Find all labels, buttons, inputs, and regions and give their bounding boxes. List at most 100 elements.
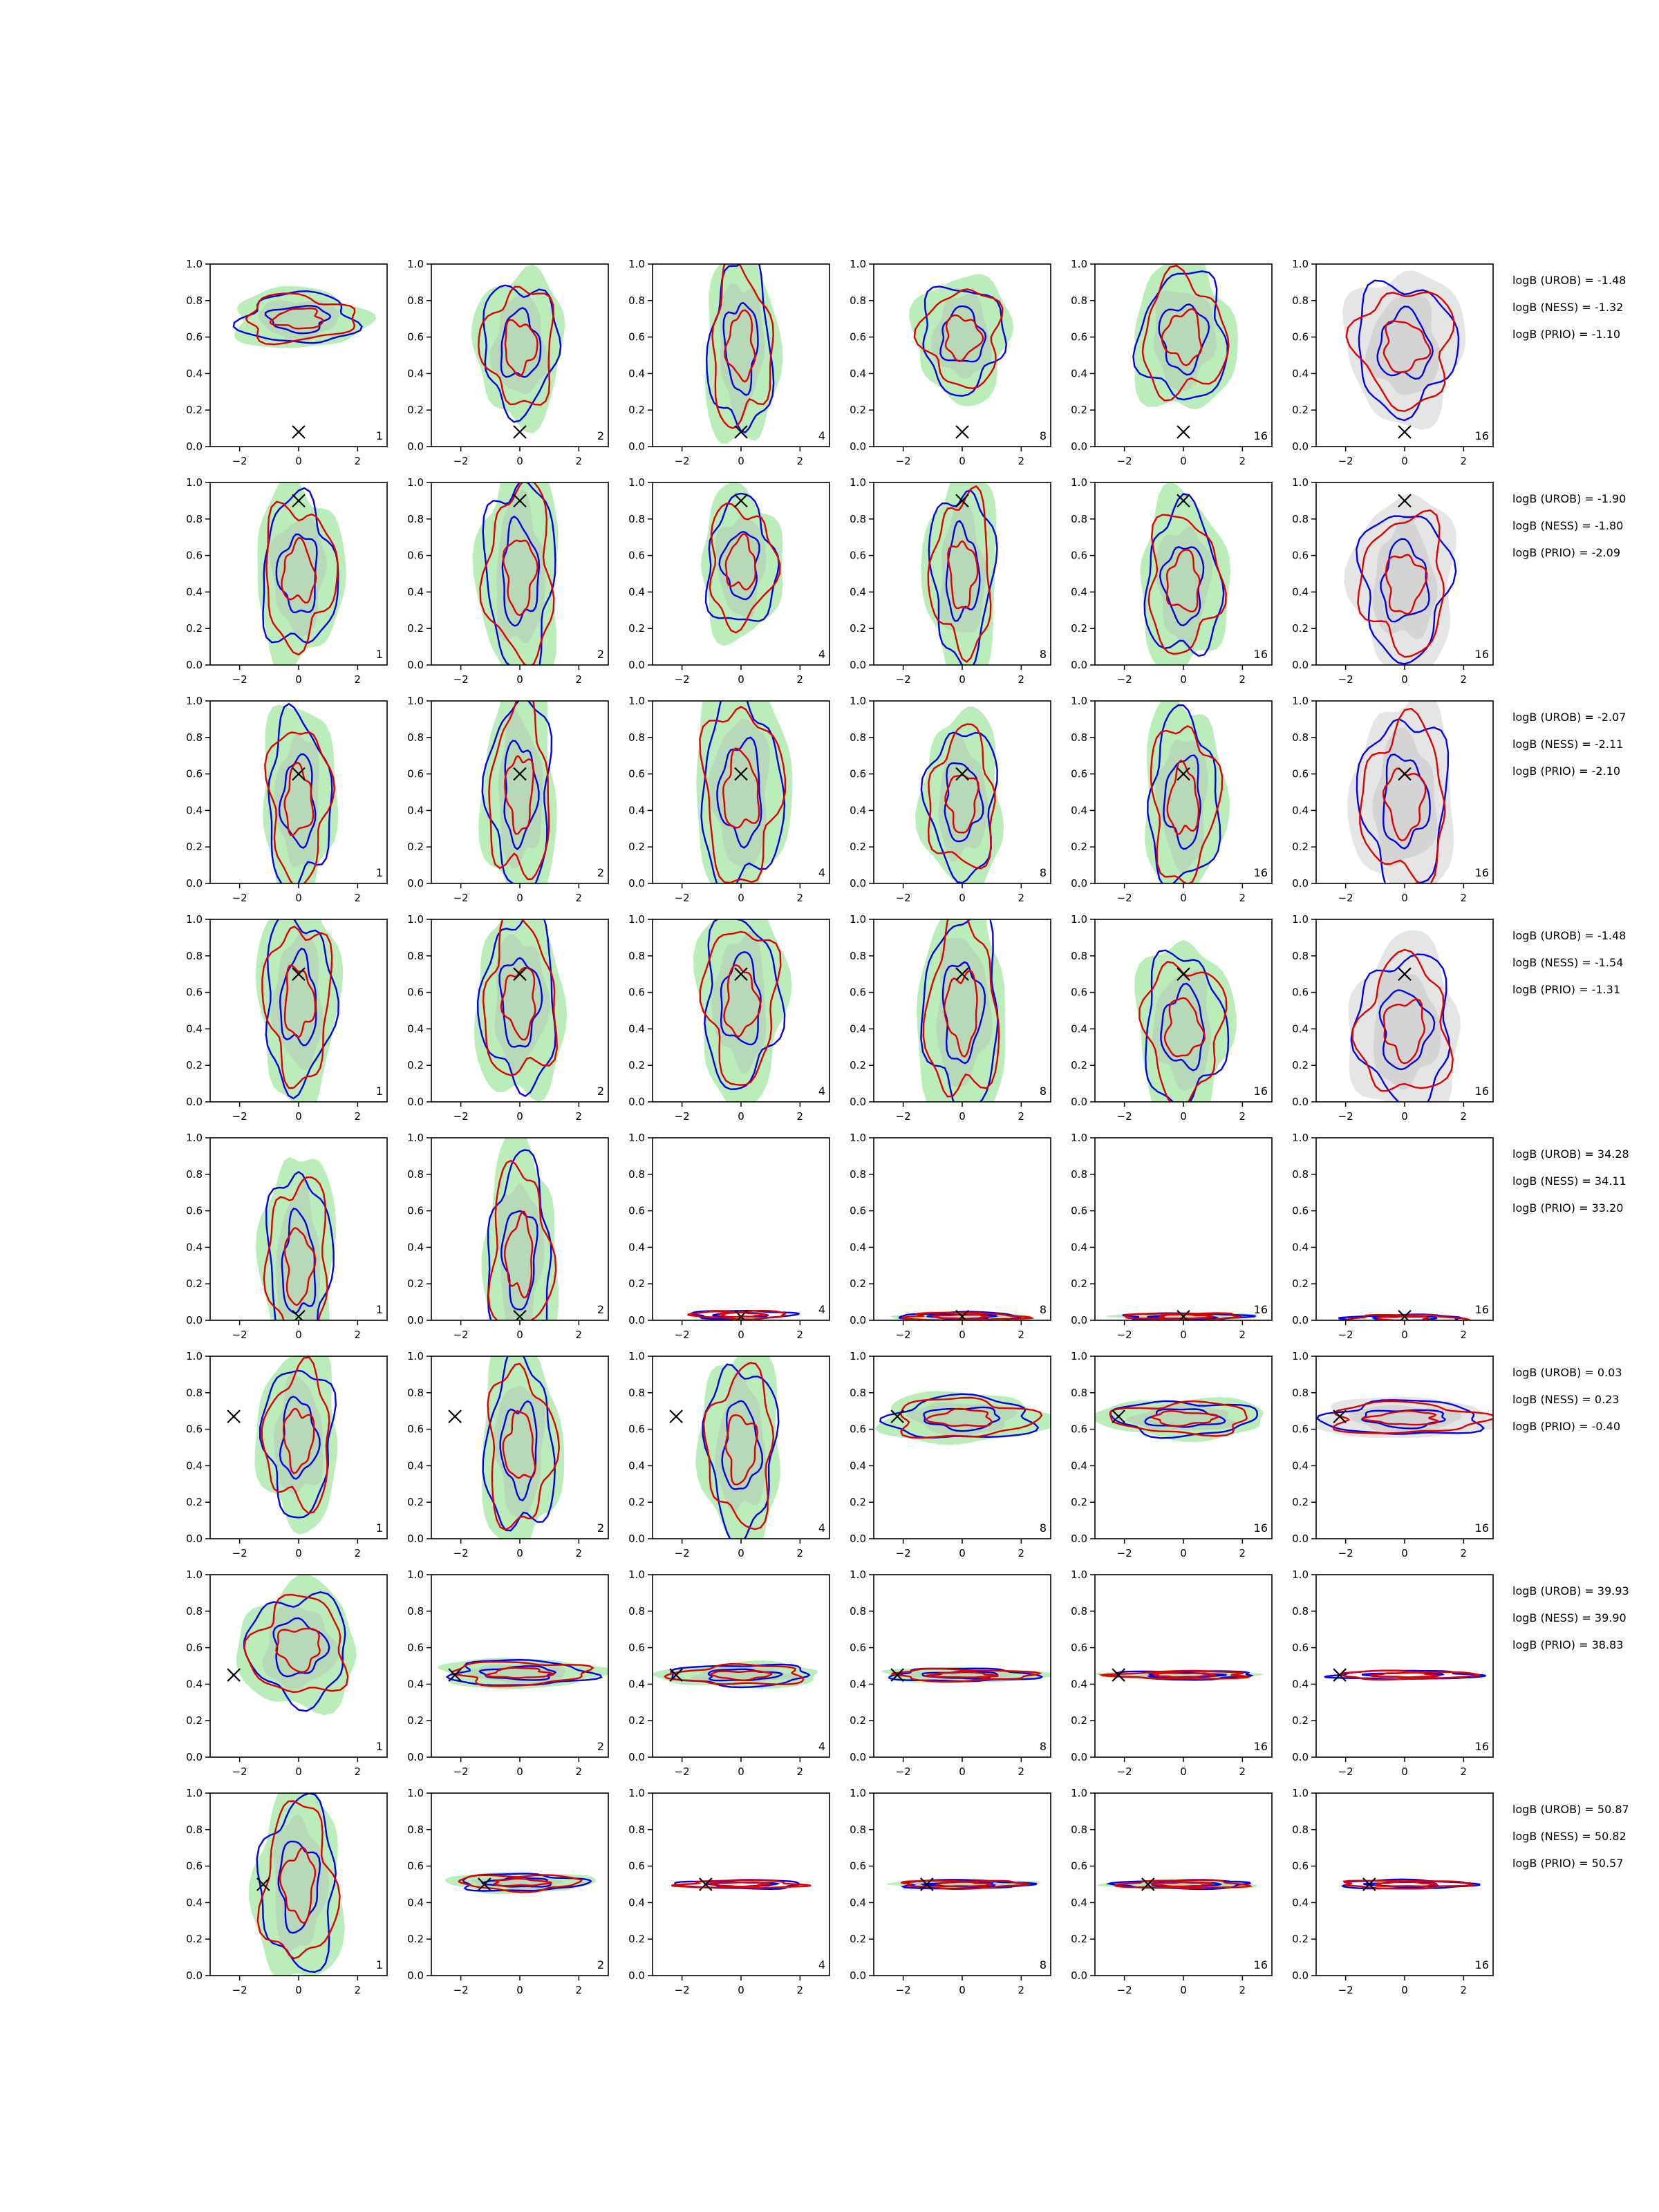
red-contour-outer [913, 288, 1004, 390]
red-contour-inner [1361, 1409, 1439, 1426]
x-tick-label: −2 [1338, 1984, 1353, 1996]
y-tick-label: 0.8 [850, 950, 866, 962]
y-tick-label: 0.2 [407, 841, 424, 853]
x-tick-label: 0 [295, 673, 302, 686]
logb-annotation: logB (PRIO) = -1.31 [1512, 983, 1620, 996]
x-tick-label: −2 [453, 1984, 469, 1996]
blue-contour-inner [499, 1400, 538, 1502]
y-tick-label: 0.4 [850, 1459, 866, 1472]
red-contour-inner [723, 964, 762, 1038]
panel-contours [696, 701, 793, 883]
x-tick-label: 0 [516, 1547, 523, 1559]
blue-contour-inner [945, 520, 981, 622]
red-contour-inner [500, 966, 536, 1041]
y-tick-label: 0.8 [186, 1605, 203, 1618]
y-tick-label: 0.2 [186, 622, 203, 635]
red-contour-inner [1385, 554, 1428, 615]
axes-frame [1315, 1137, 1494, 1321]
truth-marker [1398, 494, 1412, 508]
red-contour-outer [1109, 1400, 1248, 1437]
blue-contour-outer [899, 1311, 1022, 1320]
panel-corner-label: 16 [1475, 1303, 1489, 1316]
panel-contours [481, 1138, 559, 1320]
y-tick-label: 0.0 [186, 659, 203, 671]
truth-marker [292, 767, 306, 781]
red-contour-inner [709, 1670, 773, 1681]
x-tick-label: 2 [1239, 1547, 1246, 1559]
y-tick-label: 0.2 [1292, 622, 1309, 635]
truth-marker [513, 494, 527, 508]
y-tick-label: 0.2 [1292, 841, 1309, 853]
y-tick-label: 0.6 [850, 1642, 866, 1654]
y-tick-label: 0.8 [1292, 950, 1309, 962]
y-tick-label: 0.8 [186, 513, 203, 525]
y-tick-label: 0.2 [1292, 1277, 1309, 1290]
panel-contours [1347, 701, 1454, 883]
panel-contours [1324, 1668, 1486, 1682]
panel-contours [1342, 270, 1466, 439]
blue-contour-inner [721, 1400, 764, 1490]
red-contour-inner [1159, 1313, 1215, 1320]
x-tick-label: 0 [1401, 1984, 1408, 1996]
y-tick-label: 0.8 [407, 731, 424, 744]
y-tick-label: 0.4 [1071, 804, 1087, 816]
filled-contour-outer [1342, 270, 1466, 430]
panel-corner-label: 2 [597, 648, 604, 661]
panel-corner-label: 8 [1040, 648, 1047, 661]
panel-r2-c3: 0.0 0.2 0.4 0.6 0.8 1.0 −2 0 2 4 [628, 476, 830, 686]
y-tick-label: 0.2 [628, 1059, 645, 1071]
filled-contour-outer [471, 264, 565, 433]
panel-corner-label: 1 [376, 1740, 383, 1753]
y-tick-label: 0.4 [407, 1459, 424, 1472]
filled-contour-outer [693, 919, 792, 1102]
y-tick-label: 0.2 [407, 1933, 424, 1945]
y-tick-label: 0.0 [628, 1096, 645, 1108]
truth-marker [1177, 1309, 1190, 1320]
x-tick-label: 0 [738, 1547, 744, 1559]
x-tick-label: 0 [738, 1329, 744, 1341]
y-tick-label: 0.6 [628, 331, 645, 344]
panel-r8-c3: 0.0 0.2 0.4 0.6 0.8 1.0 −2 0 2 4 [628, 1787, 830, 1996]
panel-r5-c1: 0.0 0.2 0.4 0.6 0.8 1.0 −2 0 2 1 [186, 1132, 388, 1341]
red-contour-inner [269, 307, 324, 330]
panel-contours [255, 919, 344, 1102]
red-contour-inner [1150, 1881, 1213, 1888]
x-tick-label: 0 [738, 1984, 744, 1996]
y-tick-label: 0.8 [850, 294, 866, 307]
y-tick-label: 0.0 [628, 877, 645, 890]
y-tick-label: 0.8 [628, 513, 645, 525]
y-tick-label: 0.2 [850, 1277, 866, 1290]
panel-r8-c4: 0.0 0.2 0.4 0.6 0.8 1.0 −2 0 2 8 [850, 1787, 1051, 1996]
red-contour-outer [927, 485, 992, 664]
blue-contour-outer [482, 482, 556, 665]
red-contour-outer [1147, 514, 1227, 655]
red-contour-inner [502, 1410, 536, 1479]
panel-corner-label: 1 [376, 429, 383, 442]
filled-contour-inner [936, 937, 993, 1087]
red-contour-outer [482, 919, 559, 1076]
y-tick-label: 0.0 [628, 1533, 645, 1545]
red-contour-inner [923, 1671, 999, 1678]
red-contour-inner [930, 1313, 991, 1320]
y-tick-label: 0.6 [407, 768, 424, 780]
x-tick-label: 2 [355, 1329, 362, 1341]
y-tick-label: 0.6 [1071, 331, 1087, 344]
y-tick-label: 0.8 [1071, 1387, 1087, 1399]
logb-annotation: logB (PRIO) = -0.40 [1512, 1420, 1620, 1433]
x-tick-label: 0 [1180, 892, 1187, 904]
y-tick-label: 1.0 [1071, 1350, 1087, 1362]
x-tick-label: −2 [675, 1547, 690, 1559]
x-tick-label: −2 [1117, 673, 1132, 686]
panel-contours [444, 1872, 596, 1895]
y-tick-label: 0.0 [850, 1751, 866, 1763]
x-tick-label: 2 [1018, 1547, 1025, 1559]
blue-contour-inner [500, 1210, 538, 1311]
blue-contour-inner [281, 1208, 317, 1314]
x-tick-label: −2 [232, 892, 247, 904]
red-contour-inner [722, 747, 760, 829]
truth-marker [955, 967, 969, 981]
x-tick-label: 2 [576, 1110, 583, 1123]
y-tick-label: 0.4 [1071, 367, 1087, 379]
y-tick-label: 1.0 [1292, 913, 1309, 926]
y-tick-label: 1.0 [850, 1350, 866, 1362]
